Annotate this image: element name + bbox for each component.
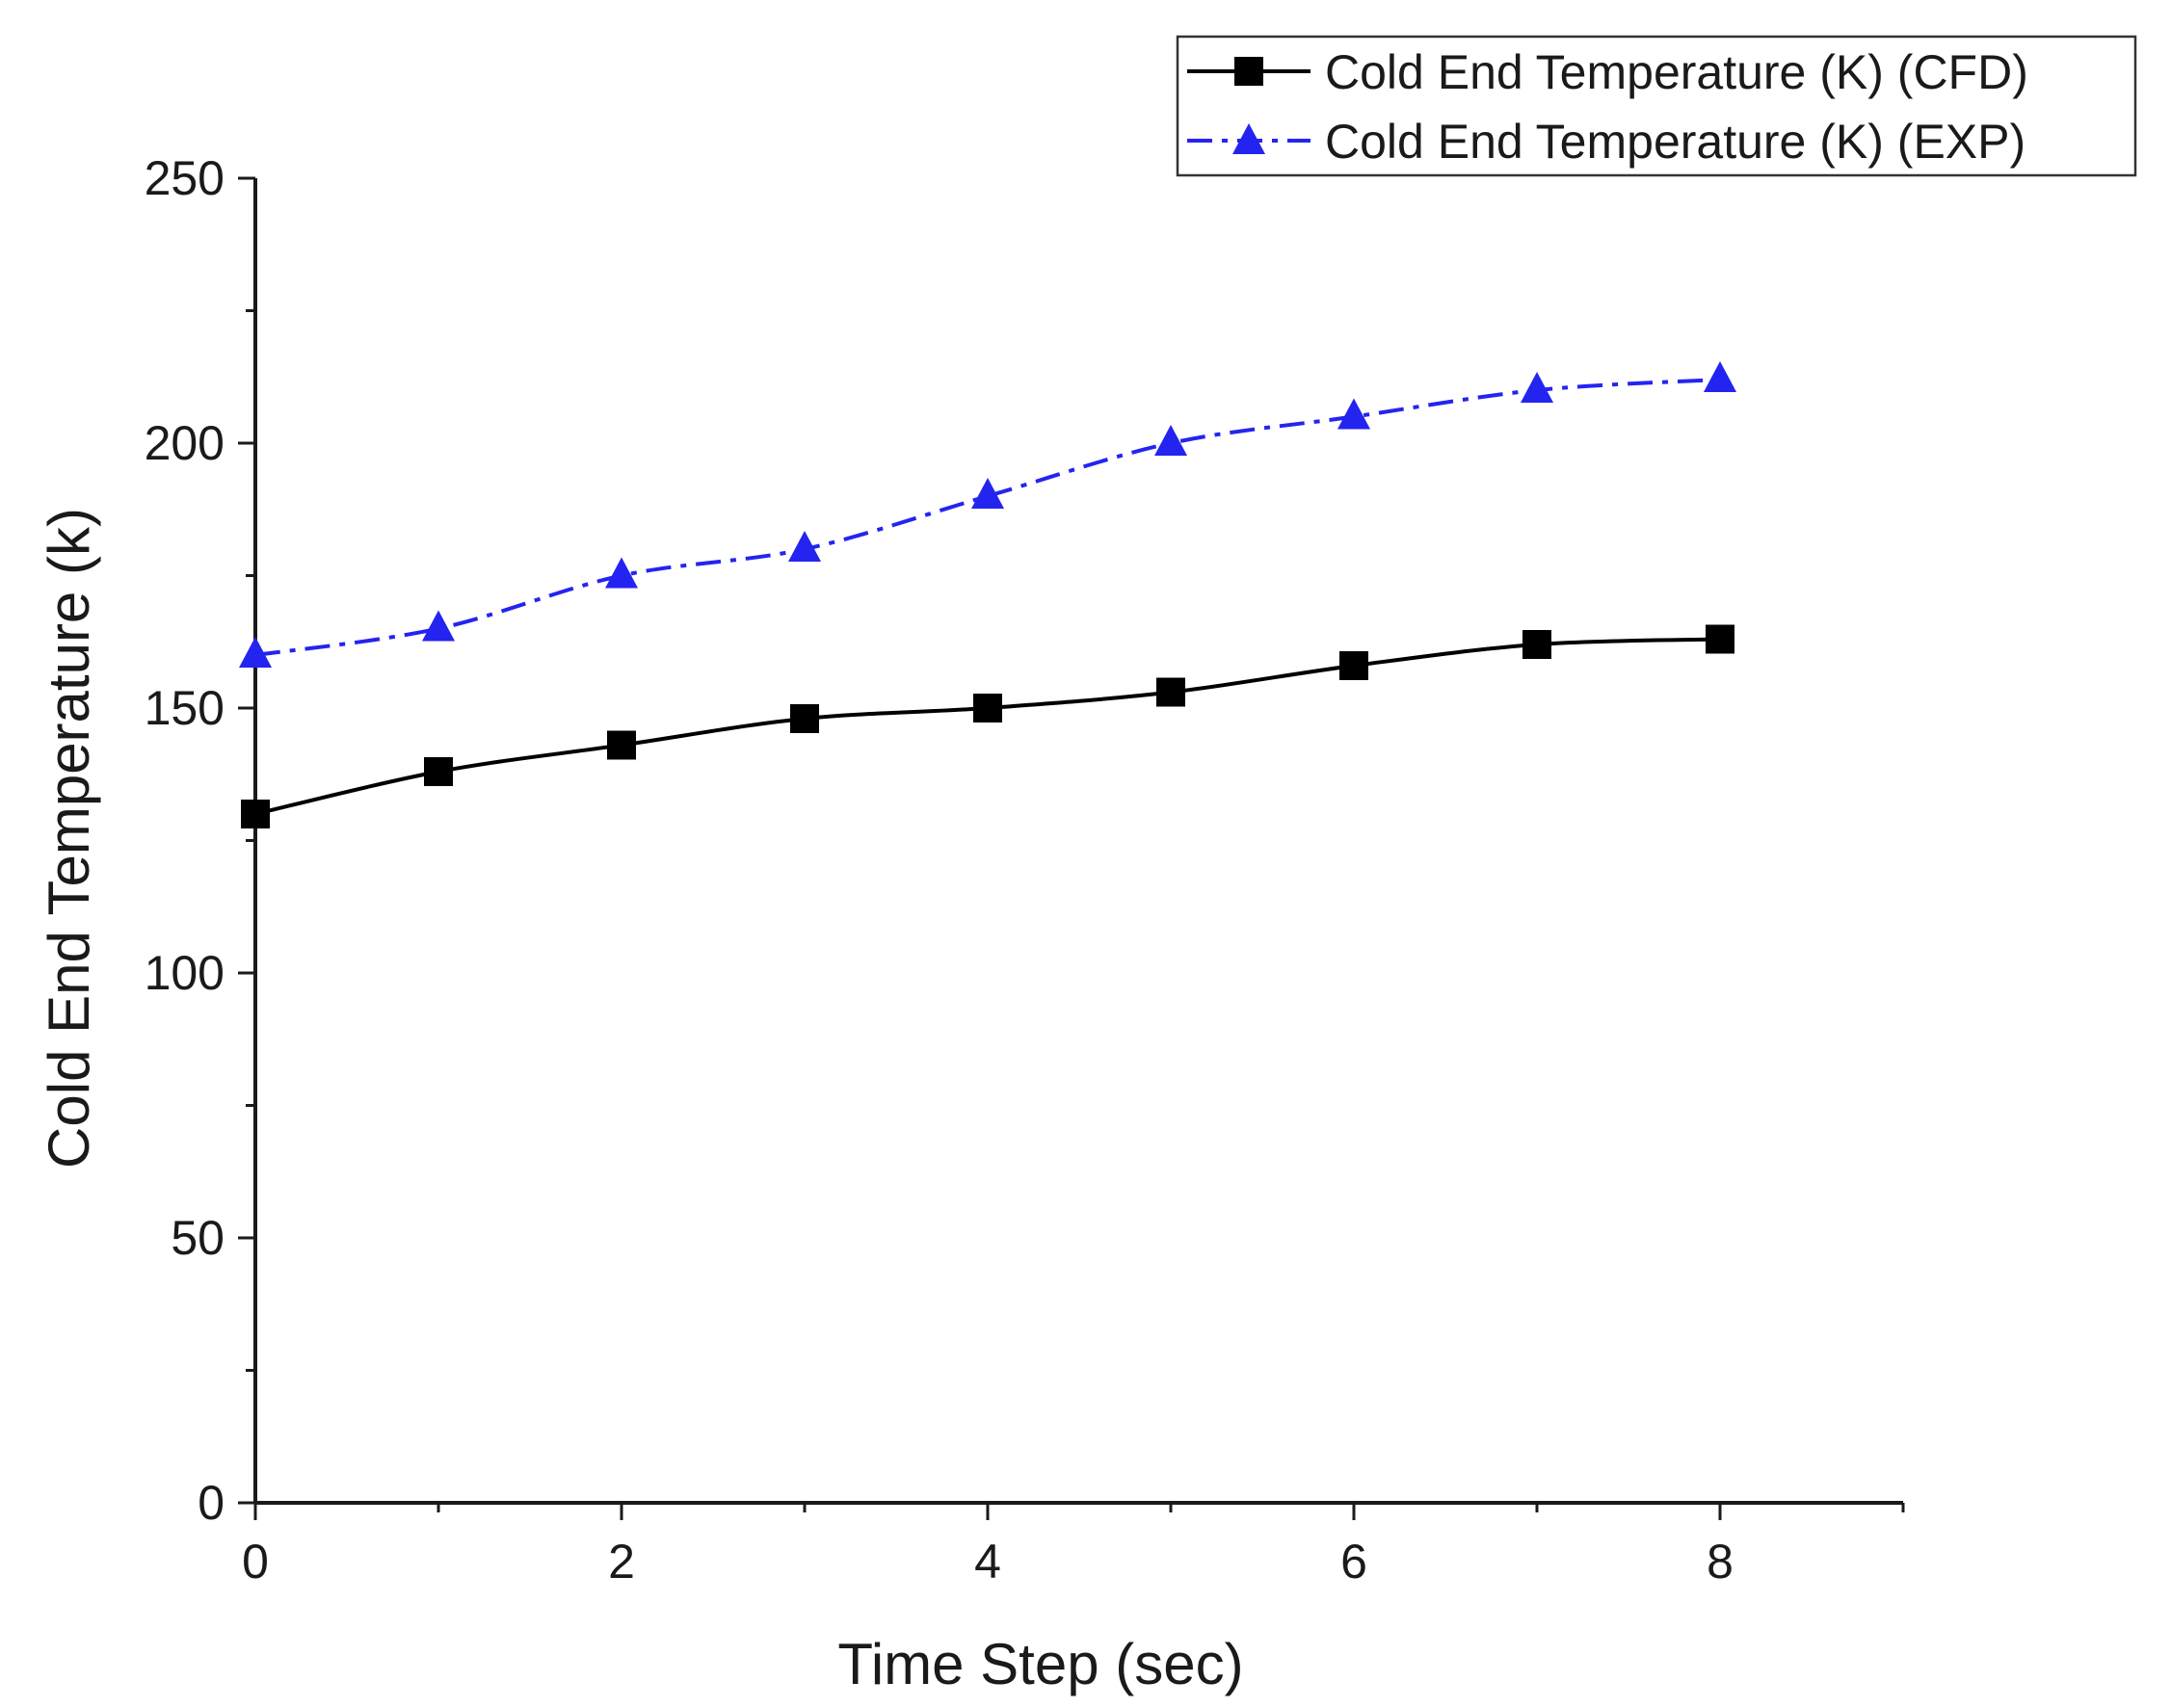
series-exp <box>239 361 1736 668</box>
data-point-triangle <box>239 637 272 668</box>
legend-exp-marker <box>1232 123 1265 154</box>
plot-area <box>239 361 1736 828</box>
y-axis-title: Cold End Temperature (k) <box>37 508 101 1169</box>
y-tick-label: 0 <box>198 1476 225 1530</box>
y-tick-label: 50 <box>171 1211 225 1265</box>
axes: 0 50 100 150 200 250 0 2 4 6 8 <box>145 151 1905 1589</box>
series-cfd <box>241 624 1734 828</box>
y-tick-label: 150 <box>145 681 225 735</box>
data-point-square <box>607 730 636 760</box>
data-point-square <box>1156 677 1185 707</box>
data-point-triangle <box>1704 361 1736 392</box>
x-tick-label: 0 <box>242 1535 269 1589</box>
x-tick-label: 8 <box>1707 1535 1734 1589</box>
legend: Cold End Temperature (K) (CFD) Cold End … <box>1176 35 2137 177</box>
legend-cfd-marker <box>1234 57 1263 86</box>
y-tick-label: 200 <box>145 416 225 470</box>
legend-label-exp: Cold End Temperature (K) (EXP) <box>1325 115 2025 169</box>
data-point-square <box>973 694 1002 723</box>
data-point-square <box>1339 651 1368 680</box>
data-point-triangle <box>971 478 1004 509</box>
y-tick-label: 100 <box>145 946 225 1000</box>
data-point-triangle <box>1154 425 1187 456</box>
data-point-square <box>1522 630 1551 659</box>
x-tick-label: 2 <box>608 1535 635 1589</box>
data-point-triangle <box>788 531 821 562</box>
x-axis-title: Time Step (sec) <box>837 1632 1243 1696</box>
data-point-triangle <box>1521 372 1553 403</box>
data-point-triangle <box>605 557 638 589</box>
series-line <box>254 378 1721 657</box>
data-point-triangle <box>1337 398 1370 430</box>
data-point-square <box>790 704 819 733</box>
data-point-triangle <box>422 610 455 642</box>
x-tick-label: 4 <box>974 1535 1001 1589</box>
x-tick-label: 6 <box>1340 1535 1367 1589</box>
data-point-square <box>424 757 453 786</box>
legend-box <box>1176 35 2137 177</box>
y-tick-label: 250 <box>145 151 225 205</box>
series-line <box>254 637 1721 816</box>
data-point-square <box>1706 624 1734 654</box>
data-point-square <box>241 800 270 828</box>
legend-label-cfd: Cold End Temperature (K) (CFD) <box>1325 45 2028 99</box>
